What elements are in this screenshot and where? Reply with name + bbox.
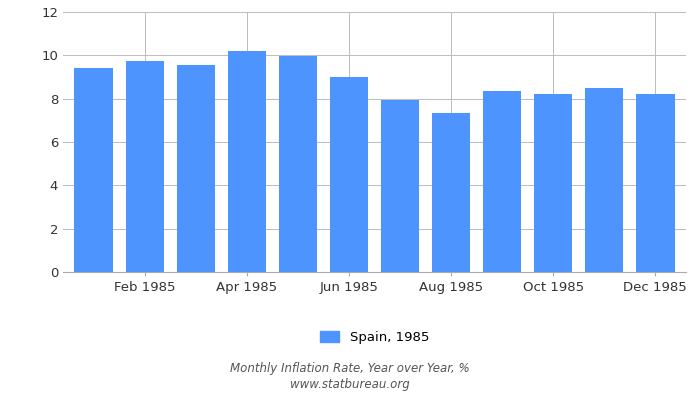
- Bar: [228, 51, 266, 272]
- Bar: [125, 61, 164, 272]
- Bar: [432, 113, 470, 272]
- Bar: [534, 94, 573, 272]
- Bar: [381, 100, 419, 272]
- Bar: [330, 77, 368, 272]
- Legend: Spain, 1985: Spain, 1985: [314, 325, 435, 349]
- Bar: [74, 68, 113, 272]
- Text: www.statbureau.org: www.statbureau.org: [290, 378, 410, 391]
- Bar: [585, 88, 624, 272]
- Text: Monthly Inflation Rate, Year over Year, %: Monthly Inflation Rate, Year over Year, …: [230, 362, 470, 375]
- Bar: [636, 94, 675, 272]
- Bar: [176, 65, 215, 272]
- Bar: [483, 91, 522, 272]
- Bar: [279, 56, 317, 272]
